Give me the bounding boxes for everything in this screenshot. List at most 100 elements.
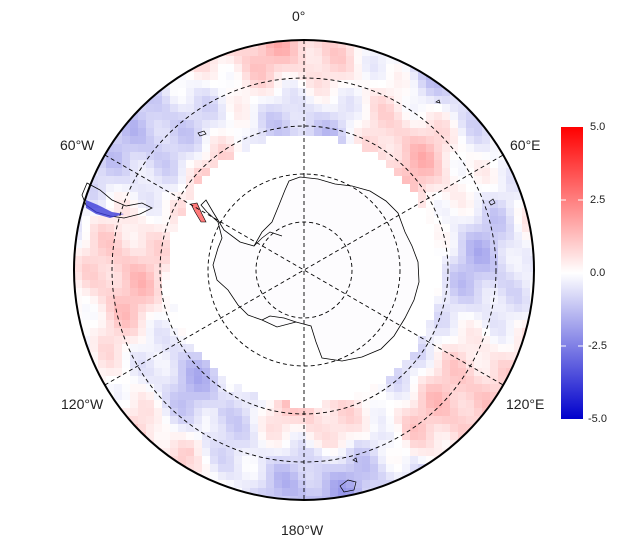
field-cell: [258, 72, 267, 81]
field-cell: [410, 128, 419, 137]
field-cell: [202, 400, 211, 409]
field-cell: [370, 56, 379, 65]
field-cell: [202, 104, 211, 113]
field-cell: [450, 304, 459, 313]
field-cell: [122, 128, 131, 137]
field-cell: [314, 96, 323, 105]
field-cell: [322, 120, 331, 129]
field-cell: [362, 400, 371, 409]
island-new-zealand-south: [339, 479, 357, 493]
field-cell: [122, 200, 131, 209]
field-cell: [250, 56, 259, 65]
field-cell: [178, 456, 187, 465]
field-cell: [170, 408, 179, 417]
field-cell: [266, 192, 275, 201]
field-cell: [130, 368, 139, 377]
field-cell: [194, 336, 203, 345]
field-cell: [458, 192, 467, 201]
field-cell: [490, 168, 499, 177]
field-cell: [138, 152, 147, 161]
field-cell: [354, 464, 363, 473]
field-cell: [258, 224, 267, 233]
field-cell: [146, 120, 155, 129]
field-cell: [250, 176, 259, 185]
field-cell: [194, 168, 203, 177]
field-cell: [162, 440, 171, 449]
field-cell: [322, 64, 331, 73]
field-cell: [330, 104, 339, 113]
field-cell: [218, 168, 227, 177]
field-cell: [466, 352, 475, 361]
field-cell: [138, 288, 147, 297]
field-cell: [106, 192, 115, 201]
field-cell: [98, 176, 107, 185]
field-cell: [434, 424, 443, 433]
field-cell: [514, 224, 523, 233]
field-cell: [122, 184, 131, 193]
field-cell: [138, 384, 147, 393]
field-cell: [122, 408, 131, 417]
field-cell: [330, 400, 339, 409]
field-cell: [218, 440, 227, 449]
field-cell: [402, 408, 411, 417]
field-cell: [306, 336, 315, 345]
field-cell: [330, 72, 339, 81]
field-cell: [114, 144, 123, 153]
field-cell: [170, 152, 179, 161]
field-cell: [458, 368, 467, 377]
field-cell: [394, 416, 403, 425]
field-cell: [154, 344, 163, 353]
field-cell: [154, 272, 163, 281]
field-cell: [370, 40, 379, 49]
field-cell: [410, 448, 419, 457]
field-cell: [106, 264, 115, 273]
field-cell: [354, 440, 363, 449]
field-cell: [474, 152, 483, 161]
field-cell: [370, 480, 379, 489]
field-cell: [130, 320, 139, 329]
field-cell: [114, 384, 123, 393]
field-cell: [282, 432, 291, 441]
field-cell: [114, 360, 123, 369]
field-cell: [466, 256, 475, 265]
field-cell: [402, 336, 411, 345]
field-cell: [394, 384, 403, 393]
field-cell: [354, 416, 363, 425]
field-cell: [186, 392, 195, 401]
field-cell: [138, 128, 147, 137]
field-cell: [354, 424, 363, 433]
field-cell: [162, 248, 171, 257]
field-cell: [378, 136, 387, 145]
field-cell: [162, 368, 171, 377]
field-cell: [370, 128, 379, 137]
field-cell: [338, 176, 347, 185]
field-cell: [338, 416, 347, 425]
field-cell: [290, 432, 299, 441]
field-cell: [82, 272, 91, 281]
field-cell: [162, 104, 171, 113]
field-cell: [226, 136, 235, 145]
field-cell: [402, 480, 411, 489]
field-cell: [178, 376, 187, 385]
field-cell: [98, 320, 107, 329]
field-cell: [426, 136, 435, 145]
field-cell: [178, 96, 187, 105]
field-cell: [170, 464, 179, 473]
field-cell: [410, 160, 419, 169]
field-cell: [482, 400, 491, 409]
field-cell: [154, 440, 163, 449]
field-cell: [386, 360, 395, 369]
field-cell: [146, 288, 155, 297]
field-cell: [418, 208, 427, 217]
field-cell: [298, 352, 307, 361]
field-cell: [114, 136, 123, 145]
field-cell: [434, 376, 443, 385]
field-cell: [410, 312, 419, 321]
field-cell: [138, 136, 147, 145]
field-cell: [322, 40, 331, 49]
field-cell: [178, 240, 187, 249]
field-cell: [242, 352, 251, 361]
field-cell: [106, 360, 115, 369]
field-cell: [266, 432, 275, 441]
field-cell: [370, 440, 379, 449]
